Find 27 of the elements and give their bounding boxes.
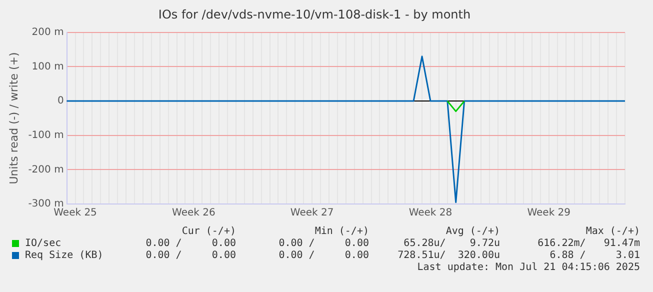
text: 0.00 / 0.00 [146,250,236,261]
y-tick-label: -200 m [28,164,64,176]
text: 0.00 / 0.00 [278,250,369,261]
y-tick-label: -100 m [28,130,64,141]
legend-label: IO/sec [25,238,62,249]
text: 728.51u/ 320.00u [398,250,500,261]
y-tick-label: 100 m [32,61,64,72]
text: 6.88 / 3.01 [550,250,640,261]
chart-title: IOs for /dev/vds-nvme-10/vm-108-disk-1 - by month [158,7,471,22]
x-tick-label: Week 28 [408,208,452,219]
x-tick-label: Week 29 [527,208,571,219]
x-tick-label: Week 27 [290,208,334,219]
text: Max (-/+) [586,226,640,237]
text: 616.22m/ 91.47m [538,238,640,249]
text: 65.28u/ 9.72u [404,238,500,249]
text: Min (-/+) [314,226,369,237]
x-tick-label: Week 26 [172,208,216,219]
y-tick-label: 0 [57,96,64,107]
y-axis-title: Units read (-) / write (+) [7,52,20,184]
y-tick-label: 200 m [32,26,64,38]
legend-label: Req Size (KB) [25,250,104,261]
text: Last update: Mon Jul 21 04:15:06 2025 [417,262,640,273]
text: Avg (-/+) [446,226,500,237]
text: 0.00 / 0.00 [146,238,236,249]
x-tick-label: Week 25 [54,208,97,219]
text: Cur (-/+) [182,226,236,237]
text: 0.00 / 0.00 [278,238,369,249]
